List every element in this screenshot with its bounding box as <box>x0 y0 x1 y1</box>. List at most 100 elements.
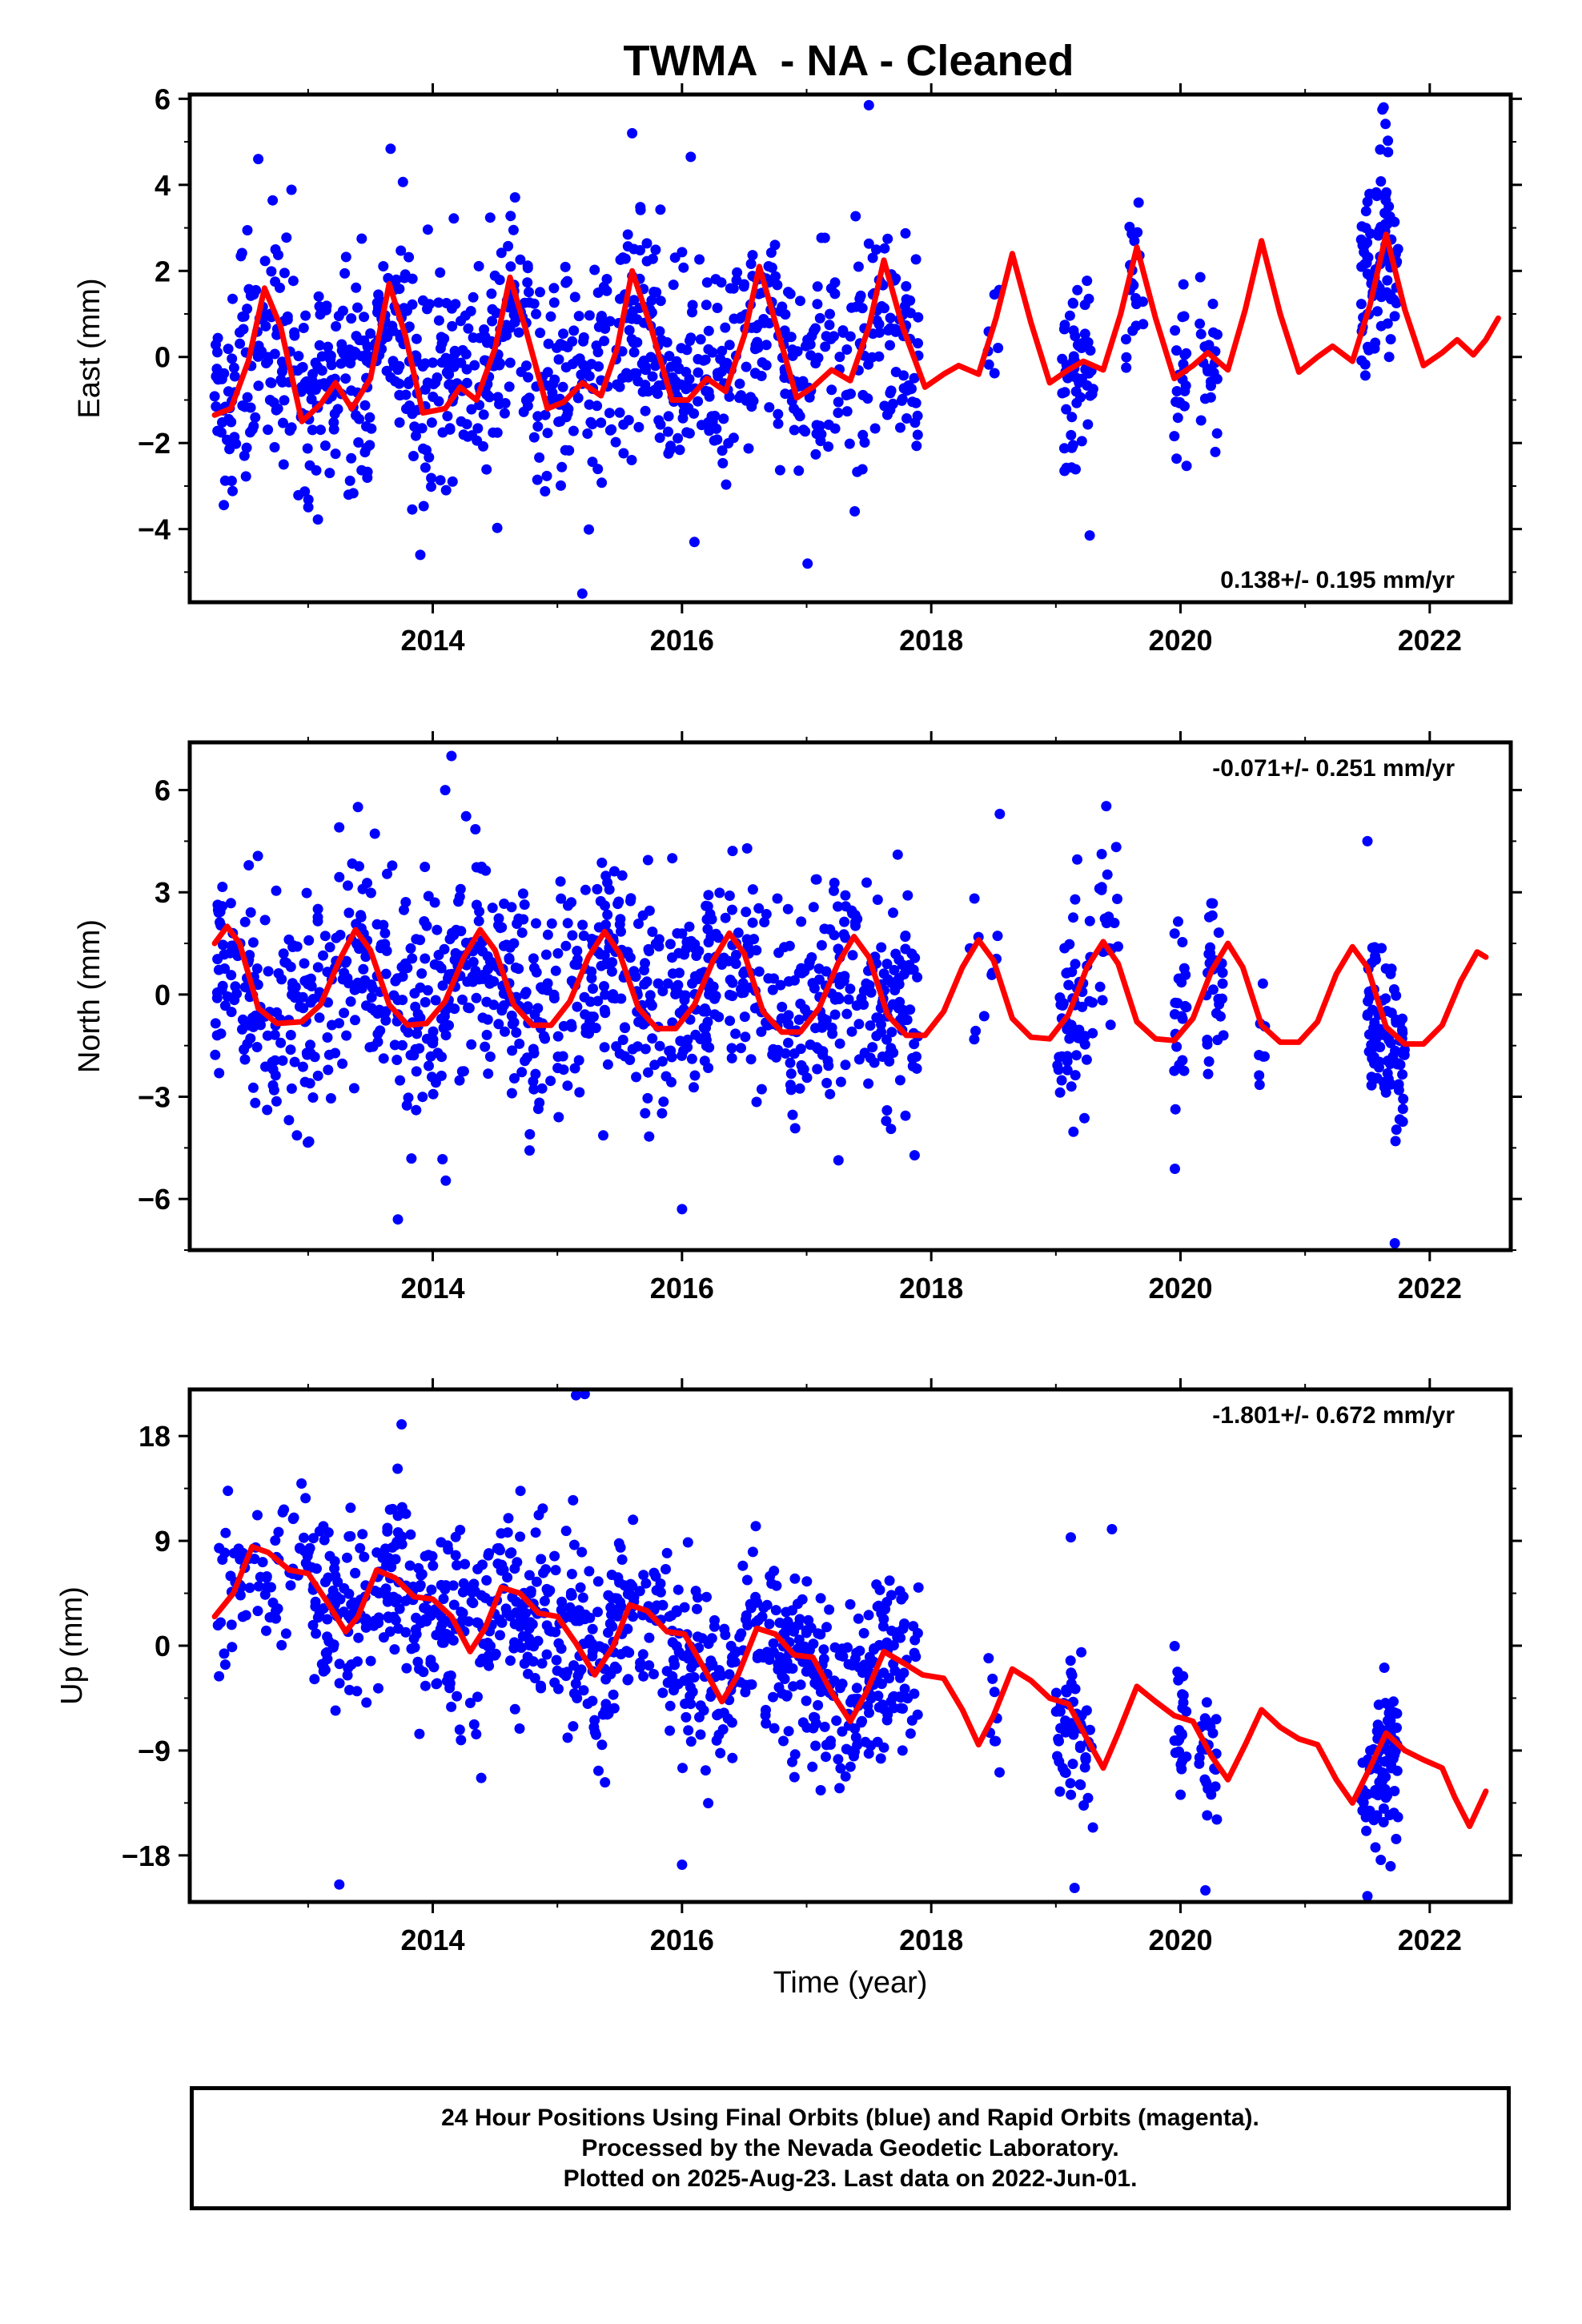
data-point <box>420 953 431 964</box>
data-point <box>447 360 458 371</box>
data-point <box>319 1577 331 1587</box>
data-point <box>311 1628 322 1639</box>
data-point <box>299 975 311 987</box>
data-point <box>515 1611 526 1622</box>
data-point <box>655 1578 666 1589</box>
data-point <box>679 1602 690 1613</box>
data-point <box>1079 300 1090 311</box>
data-point <box>1380 208 1391 219</box>
data-point <box>589 264 600 275</box>
data-point <box>992 931 1003 942</box>
data-point <box>220 1527 231 1538</box>
data-point <box>853 1019 865 1030</box>
data-point <box>488 427 499 438</box>
data-point <box>536 1083 548 1094</box>
data-point <box>433 396 444 407</box>
data-point <box>693 367 704 378</box>
data-point <box>394 417 405 428</box>
data-point <box>839 916 850 927</box>
data-point <box>626 334 637 345</box>
data-point <box>787 350 798 361</box>
data-point <box>602 1059 613 1070</box>
data-point <box>1056 1051 1067 1062</box>
data-point <box>263 966 274 977</box>
data-point <box>396 245 407 256</box>
data-point <box>689 1082 699 1093</box>
data-point <box>396 1419 408 1430</box>
data-point <box>884 1048 895 1059</box>
data-point <box>707 347 718 358</box>
data-point <box>584 371 595 382</box>
data-point <box>373 1588 384 1598</box>
data-point <box>983 359 994 370</box>
data-point <box>912 429 923 440</box>
data-point <box>636 358 648 369</box>
data-point <box>858 1627 869 1638</box>
data-point <box>599 1004 610 1015</box>
data-point <box>426 472 437 484</box>
data-point <box>704 983 715 994</box>
data-point <box>247 1082 259 1093</box>
data-point <box>905 1004 916 1015</box>
data-point <box>667 1671 678 1682</box>
data-point <box>600 900 610 911</box>
data-point <box>863 1748 874 1759</box>
data-point <box>773 408 784 420</box>
data-point <box>602 877 613 888</box>
data-point <box>865 1052 876 1063</box>
data-point <box>793 967 805 979</box>
data-point <box>305 1047 316 1059</box>
data-point <box>730 1028 741 1039</box>
data-point <box>609 1661 620 1672</box>
data-point <box>607 1621 618 1632</box>
y-tick-label: −9 <box>138 1735 171 1767</box>
data-point <box>584 524 594 535</box>
data-point <box>1360 206 1371 217</box>
data-point <box>1173 973 1184 984</box>
data-point <box>819 232 830 243</box>
data-point <box>1075 1779 1086 1791</box>
data-point <box>1207 1727 1219 1739</box>
data-point <box>552 1031 564 1042</box>
data-point <box>1369 942 1380 953</box>
data-point <box>861 978 872 989</box>
data-point <box>503 1513 514 1524</box>
data-point <box>1066 967 1078 978</box>
data-point <box>1057 353 1068 364</box>
data-point <box>1105 1019 1116 1031</box>
data-point <box>244 1582 255 1594</box>
data-point <box>825 1088 836 1100</box>
data-point <box>1358 1797 1369 1808</box>
data-point <box>365 1655 376 1667</box>
data-point <box>286 184 297 195</box>
data-point <box>495 923 506 934</box>
data-point <box>553 1112 564 1123</box>
data-point <box>562 1732 573 1743</box>
data-point <box>1217 967 1228 979</box>
data-point <box>689 1070 701 1081</box>
data-point <box>498 1000 509 1011</box>
data-point <box>829 1642 841 1653</box>
data-point <box>594 1641 605 1652</box>
data-point <box>1379 1756 1391 1767</box>
data-point <box>854 293 865 304</box>
data-point <box>530 1068 541 1080</box>
data-point <box>802 558 813 569</box>
data-point <box>1057 388 1068 399</box>
data-point <box>750 1521 761 1532</box>
data-point <box>289 1056 300 1068</box>
data-point <box>909 1039 920 1050</box>
data-point <box>682 1042 693 1053</box>
data-point <box>640 1043 651 1055</box>
data-point <box>1096 849 1107 859</box>
data-point <box>743 443 754 454</box>
data-point <box>1172 412 1183 424</box>
data-point <box>505 211 516 222</box>
data-point <box>600 1777 611 1788</box>
data-point <box>528 1084 540 1095</box>
data-point <box>1217 978 1228 989</box>
data-point <box>303 1546 314 1557</box>
footer-box: 24 Hour Positions Using Final Orbits (bl… <box>190 2086 1511 2210</box>
data-point <box>545 311 556 322</box>
data-point <box>473 915 484 927</box>
